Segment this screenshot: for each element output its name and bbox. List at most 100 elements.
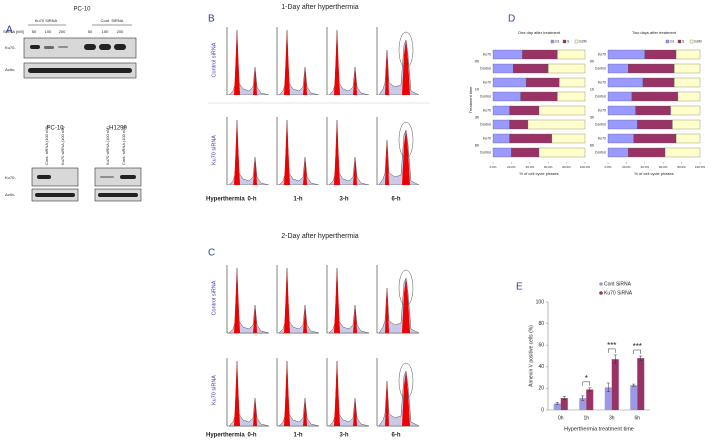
x-axis-label: % of cell cycle phases: [519, 171, 558, 176]
bar-segment: [664, 147, 701, 158]
bar-segment: [538, 147, 586, 158]
legend-label: G1: [555, 39, 560, 43]
band-label: Actin-: [5, 67, 16, 72]
panel-label: A: [6, 25, 13, 36]
category-label: Control: [480, 66, 492, 70]
band: [30, 45, 40, 49]
bar: [611, 359, 619, 410]
bar-segment: [513, 63, 549, 74]
category-label: Control: [480, 122, 492, 126]
x-tick-label: 3h: [609, 415, 615, 421]
time-label: 3-h: [340, 197, 349, 203]
histogram: [226, 357, 270, 427]
significance-bracket: [582, 381, 590, 386]
bar-segment: [607, 119, 638, 130]
legend-label: Cont SiRNA: [604, 281, 632, 287]
bar: [560, 398, 568, 410]
band: [100, 176, 114, 178]
bar-segment: [509, 119, 529, 130]
bar-segment: [509, 133, 553, 144]
histogram: [326, 116, 370, 185]
time-label: 6-h: [392, 433, 401, 439]
category-label: Control: [595, 122, 607, 126]
band-label: Actin-: [5, 192, 16, 197]
bar-segment: [674, 63, 701, 74]
x-tick-label: 0h: [558, 415, 564, 421]
bar-segment: [492, 77, 527, 88]
bar-segment: [642, 77, 675, 88]
bar-segment: [607, 49, 645, 60]
band: [28, 68, 132, 73]
x-tick-label: 60.0%: [659, 165, 668, 169]
bar-segment: [607, 77, 644, 88]
histogram: [376, 264, 420, 334]
band: [120, 175, 136, 179]
error-bar: [562, 396, 566, 400]
bar-segment: [538, 105, 586, 116]
row-label: Ku70 siRNA: [211, 135, 217, 165]
error-bar: [639, 355, 643, 361]
category-label: Ku70: [598, 80, 606, 84]
legend-label: S: [682, 39, 685, 43]
row-label: Control siRNA: [211, 280, 217, 315]
significance-bracket: [633, 349, 641, 354]
dose: 100: [45, 29, 52, 34]
lane-label: Cont. siRNA (100 nM): [121, 125, 126, 165]
bar: [553, 403, 561, 410]
bar: [586, 389, 594, 410]
cell-line: PC-10: [73, 7, 91, 13]
category-label: Control: [480, 94, 492, 98]
bar-segment: [522, 49, 558, 60]
bar-segment: [527, 119, 586, 130]
bar-segment: [607, 105, 636, 116]
category-label: Control: [595, 150, 607, 154]
bar-segment: [492, 49, 523, 60]
bar-segment: [607, 91, 633, 102]
blot: [23, 37, 137, 59]
time-label: 0-h: [248, 433, 257, 439]
x-tick-label: 20.0%: [507, 165, 516, 169]
x-axis-label: % of cell cycle phases: [634, 171, 673, 176]
bar: [630, 385, 638, 410]
panel-label: D: [508, 14, 515, 25]
panel-title: 1-Day after hyperthermia: [281, 4, 359, 11]
x-tick-label: 6h: [634, 415, 640, 421]
x-tick-label: 80.0%: [562, 165, 571, 169]
category-label: Control: [595, 94, 607, 98]
bar-segment: [492, 147, 512, 158]
x-tick-label: 20.0%: [622, 165, 631, 169]
legend-swatch: [550, 39, 555, 44]
legend-swatch: [665, 39, 670, 44]
category-label: Ku70: [598, 136, 606, 140]
y-axis-label: Treatment time: [468, 86, 473, 114]
x-tick-label: 80.0%: [677, 165, 686, 169]
error-bar: [588, 387, 592, 392]
panel-label: B: [208, 14, 215, 25]
chart-title: Two days after treatment: [632, 30, 677, 35]
panel-label: E: [516, 282, 523, 293]
bar-segment: [492, 105, 510, 116]
legend-swatch: [574, 39, 579, 44]
error-bar: [581, 395, 585, 401]
histogram: [376, 116, 420, 185]
x-tick-label: 0.0%: [605, 165, 612, 169]
legend-label: G1: [670, 39, 675, 43]
group-label: 1h: [475, 87, 479, 92]
bar: [637, 358, 645, 410]
row-label: Control siRNA: [211, 42, 217, 77]
band: [35, 193, 75, 197]
time-label: 6-h: [392, 197, 401, 203]
dose-label: SiRNA [nM]: [3, 29, 24, 34]
histogram: [376, 357, 420, 427]
group-label: 0h: [590, 59, 594, 64]
bar-segment: [675, 133, 701, 144]
histogram: [226, 264, 270, 334]
group-label: 3h: [590, 115, 594, 120]
dose: 100: [102, 29, 109, 34]
band-label: Ku70-: [5, 175, 16, 180]
bar-segment: [559, 77, 586, 88]
band: [58, 46, 68, 48]
x-tick-label: 0.0%: [490, 165, 497, 169]
bar-segment: [551, 133, 586, 144]
